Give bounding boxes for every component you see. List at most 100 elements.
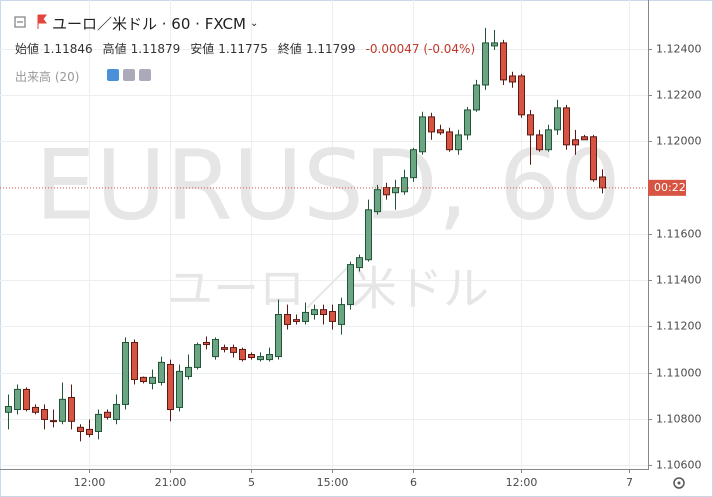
candle-body xyxy=(248,354,255,359)
candle-body xyxy=(518,75,525,116)
candle-body xyxy=(329,311,336,322)
candle-body xyxy=(590,136,597,181)
x-tick-label: 7 xyxy=(626,476,633,489)
y-tick-label: 1.11000 xyxy=(656,367,702,380)
x-tick-label: 15:00 xyxy=(317,476,349,489)
candle-body xyxy=(113,403,120,420)
ohlc-label: 安値 xyxy=(190,42,215,56)
candle-body xyxy=(149,376,156,384)
y-tick-label: 1.12000 xyxy=(656,135,702,148)
candle-body xyxy=(293,319,300,322)
candle-body xyxy=(581,136,588,141)
ohlc-row: 始値 1.11846 高値 1.11879 安値 1.11775 終値 1.11799 -0.0… xyxy=(15,40,475,57)
x-tick-label: 5 xyxy=(248,476,255,489)
candle-body xyxy=(32,406,39,413)
candle-body xyxy=(158,361,165,383)
candle-body xyxy=(257,356,264,361)
ohlc-label: 高値 xyxy=(102,42,127,56)
y-tick-label: 1.10800 xyxy=(656,413,702,426)
volume-icons[interactable] xyxy=(107,69,151,81)
watermark-subtitle: ユーロ／米ドル xyxy=(167,262,489,316)
candle-body xyxy=(23,388,30,411)
candle-body xyxy=(356,257,363,269)
y-tick-label: 1.12200 xyxy=(656,89,702,102)
ohlc-label: 終値 xyxy=(277,42,302,56)
x-tick-label: 21:00 xyxy=(155,476,187,489)
candle-body xyxy=(95,413,102,432)
watermark: EURUSD, 60 xyxy=(35,129,621,241)
symbol-row: ユーロ／米ドル · 60 · FXCM ⌄ xyxy=(52,15,259,33)
ohlc-label: 始値 xyxy=(15,42,40,56)
candle-body xyxy=(473,84,480,111)
candle-body xyxy=(482,42,489,86)
volume-row: 出来高 (20) xyxy=(15,68,79,85)
change: -0.00047 (-0.04%) xyxy=(365,41,476,56)
candle-body xyxy=(563,107,570,146)
candle-body xyxy=(104,411,111,418)
candle-body xyxy=(266,354,273,361)
candle-body xyxy=(122,341,129,405)
candle-body xyxy=(176,370,183,408)
candle-body xyxy=(5,406,12,413)
symbol-title[interactable]: ユーロ／米ドル · 60 · FXCM xyxy=(52,15,246,33)
candle-body xyxy=(428,116,435,133)
y-tick-label: 1.12400 xyxy=(656,43,702,56)
candle-body xyxy=(554,107,561,131)
candle-body xyxy=(140,376,147,383)
y-tick-label: 1.11600 xyxy=(656,228,702,241)
candle-body xyxy=(59,398,66,422)
candle-body xyxy=(455,134,462,151)
x-tick-label: 12:00 xyxy=(506,476,538,489)
candle-body xyxy=(572,139,579,146)
candle-body xyxy=(536,134,543,151)
candle-body xyxy=(86,428,93,435)
candle-body xyxy=(419,116,426,153)
candle-body xyxy=(77,426,84,432)
ohlc-value: 1.11775 xyxy=(218,41,268,56)
candle-body xyxy=(302,311,309,322)
candle-body xyxy=(230,347,237,353)
candle-body xyxy=(41,409,48,420)
last-price-label: 00:22 xyxy=(654,181,686,194)
candle-body xyxy=(212,338,219,358)
ohlc-value: 1.11879 xyxy=(130,41,181,56)
candle-body xyxy=(167,363,174,411)
candles xyxy=(0,27,648,442)
y-tick-label: 1.11400 xyxy=(656,274,702,287)
flag-icon[interactable] xyxy=(37,14,47,29)
candle-body xyxy=(545,129,552,151)
settings-icon[interactable] xyxy=(673,477,685,489)
candle-body xyxy=(185,366,192,377)
ohlc-value: 1.11846 xyxy=(43,41,93,56)
volume-label: 出来高 (20) xyxy=(15,70,80,84)
candle-body xyxy=(320,309,327,316)
collapse-button[interactable] xyxy=(14,16,26,28)
candle-body xyxy=(203,341,210,346)
candle-body xyxy=(338,304,345,325)
candle-body xyxy=(131,341,138,380)
candle-body xyxy=(410,149,417,179)
candle-body xyxy=(392,187,399,194)
x-tick-label: 12:00 xyxy=(74,476,106,489)
candle-body xyxy=(491,42,498,47)
candle-body xyxy=(599,176,606,189)
candle-body xyxy=(383,187,390,196)
ohlc-value: 1.11799 xyxy=(305,41,356,56)
candle-body xyxy=(464,109,471,136)
candle-body xyxy=(68,396,75,422)
candle-body xyxy=(527,114,534,136)
candle-body xyxy=(374,189,381,213)
candle-body xyxy=(14,388,21,411)
candle-body xyxy=(437,129,444,134)
candle-body xyxy=(401,177,408,193)
candle-body xyxy=(365,209,372,261)
candle-body xyxy=(239,348,246,361)
candle-body xyxy=(284,314,291,325)
y-tick-label: 1.11200 xyxy=(656,320,702,333)
candle-body xyxy=(446,131,453,151)
candle-body xyxy=(275,314,282,358)
candle-body xyxy=(347,264,354,306)
candle-body xyxy=(194,344,201,368)
